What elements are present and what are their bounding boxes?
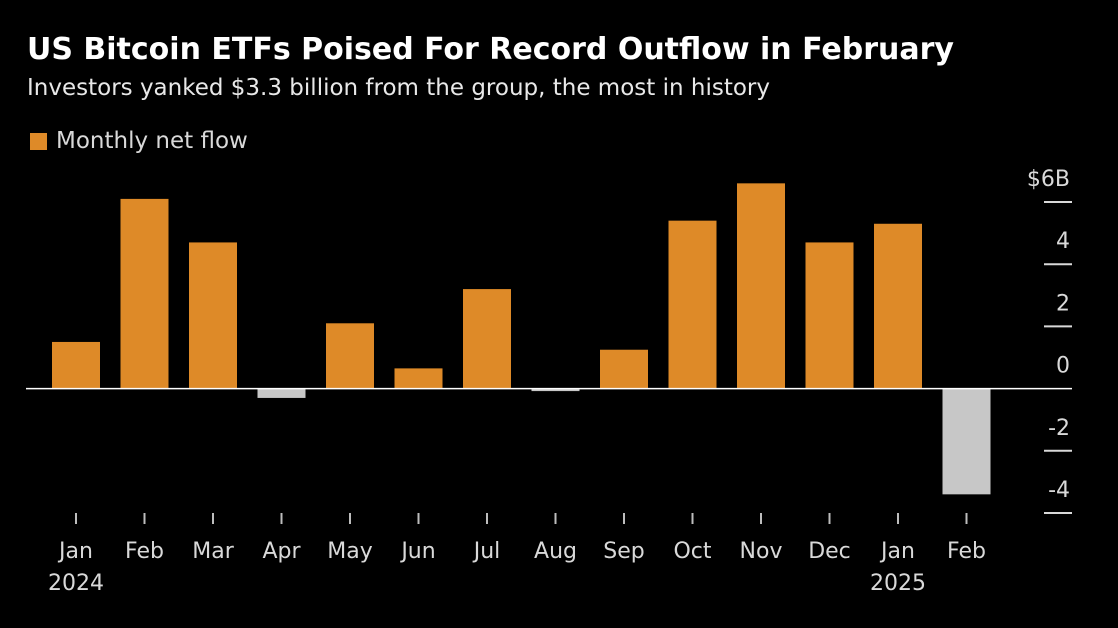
y-tick-label: -4 bbox=[1048, 478, 1070, 503]
x-year-label: 2025 bbox=[870, 571, 926, 596]
x-tick-label: Aug bbox=[534, 539, 577, 564]
x-tick-label: Apr bbox=[262, 539, 301, 564]
bar-mar-2 bbox=[189, 242, 237, 389]
bar-oct-9 bbox=[668, 220, 717, 389]
bar-may-4 bbox=[326, 323, 374, 389]
x-tick-label: Jun bbox=[399, 539, 435, 564]
bar-feb-1 bbox=[120, 198, 169, 389]
y-tick-label: $6B bbox=[1027, 167, 1070, 192]
x-tick-label: Dec bbox=[808, 539, 851, 564]
x-tick-label: Jan bbox=[879, 539, 915, 564]
bar-sep-8 bbox=[600, 349, 648, 389]
x-tick-label: Sep bbox=[603, 539, 644, 564]
y-tick-label: 4 bbox=[1056, 229, 1070, 254]
x-tick-label: Mar bbox=[192, 539, 234, 564]
y-tick-label: 2 bbox=[1056, 291, 1070, 316]
bar-dec-11 bbox=[805, 242, 854, 389]
x-tick-label: May bbox=[327, 539, 372, 564]
legend-label: Monthly net flow bbox=[56, 128, 248, 154]
x-tick-label: Feb bbox=[947, 539, 986, 564]
legend-swatch bbox=[30, 132, 47, 150]
x-tick-label: Nov bbox=[740, 539, 783, 564]
bar-jun-5 bbox=[394, 368, 443, 389]
y-tick-label: 0 bbox=[1056, 354, 1070, 379]
bar-jul-6 bbox=[463, 289, 511, 389]
bar-jan-12 bbox=[874, 223, 922, 389]
chart-subtitle: Investors yanked $3.3 billion from the g… bbox=[27, 75, 770, 101]
x-tick-label: Oct bbox=[673, 539, 711, 564]
y-tick-label: -2 bbox=[1048, 416, 1070, 441]
x-year-label: 2024 bbox=[48, 571, 104, 596]
bar-jan-0 bbox=[52, 341, 100, 389]
bar-aug-7 bbox=[531, 388, 580, 392]
bar-feb-13 bbox=[942, 388, 991, 495]
legend: Monthly net flow bbox=[30, 128, 248, 154]
x-tick-label: Jan bbox=[57, 539, 93, 564]
x-tick-label: Jul bbox=[472, 539, 501, 564]
chart-title: US Bitcoin ETFs Poised For Record Outflo… bbox=[27, 32, 954, 67]
bar-nov-10 bbox=[737, 183, 785, 389]
x-tick-label: Feb bbox=[125, 539, 164, 564]
bar-apr-3 bbox=[257, 388, 306, 398]
